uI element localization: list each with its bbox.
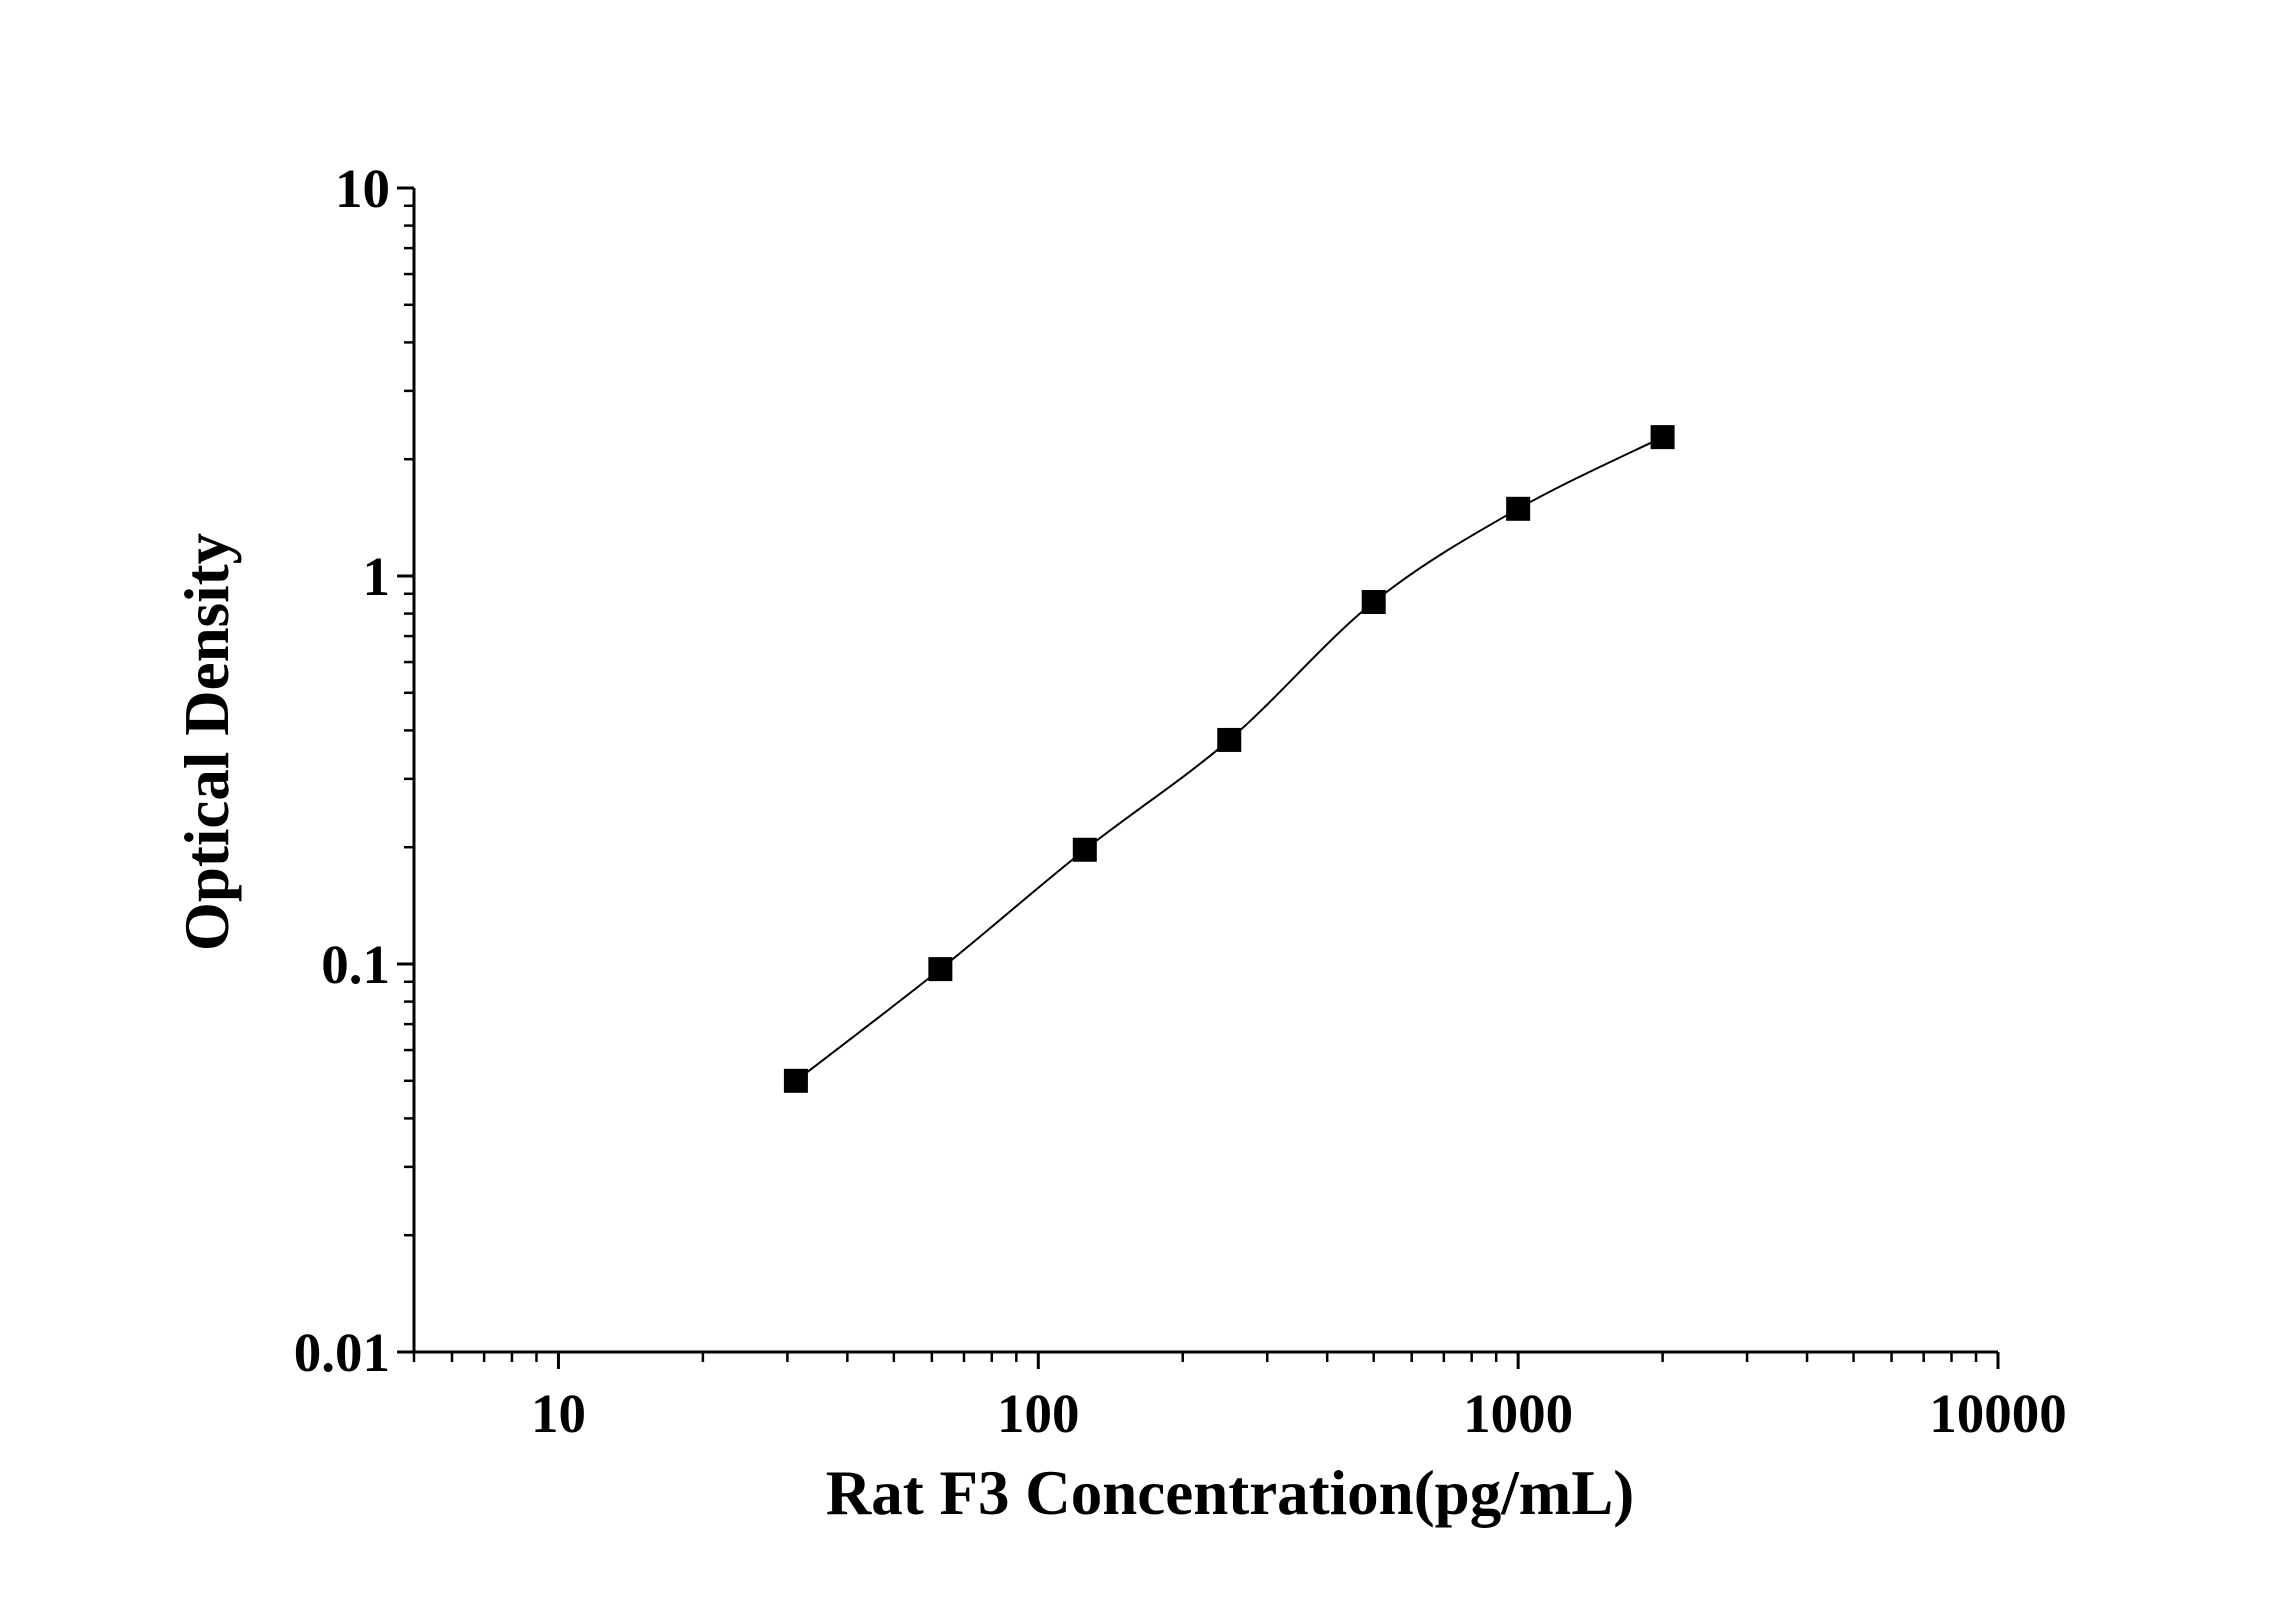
data-point-marker xyxy=(1072,837,1097,862)
y-tick-label: 0.01 xyxy=(294,1322,390,1383)
x-axis-ticks: 10 100 1000 10000 xyxy=(412,1352,2067,1444)
data-point-marker xyxy=(1361,590,1386,615)
data-point-marker xyxy=(1506,496,1531,521)
data-points xyxy=(783,425,1675,1093)
y-tick-label: 10 xyxy=(335,158,390,219)
data-point-marker xyxy=(783,1068,808,1093)
y-axis-ticks: 0.01 0.1 1 10 xyxy=(294,158,414,1383)
y-axis-title: Optical Density xyxy=(172,533,242,951)
x-tick-label: 100 xyxy=(997,1383,1080,1444)
data-point-marker xyxy=(1217,727,1242,752)
x-tick-label: 10000 xyxy=(1929,1383,2067,1444)
series-curve-group xyxy=(795,436,1664,1082)
data-point-marker xyxy=(1650,425,1675,450)
y-tick-label: 0.1 xyxy=(321,934,390,995)
y-tick-label: 1 xyxy=(363,546,391,607)
x-tick-label: 1000 xyxy=(1463,1383,1573,1444)
x-tick-label: 10 xyxy=(531,1383,586,1444)
axes xyxy=(412,188,1998,1354)
x-axis-title: Rat F3 Concentration(pg/mL) xyxy=(826,1458,1634,1528)
data-point-marker xyxy=(928,957,953,982)
series-line xyxy=(795,436,1664,1082)
